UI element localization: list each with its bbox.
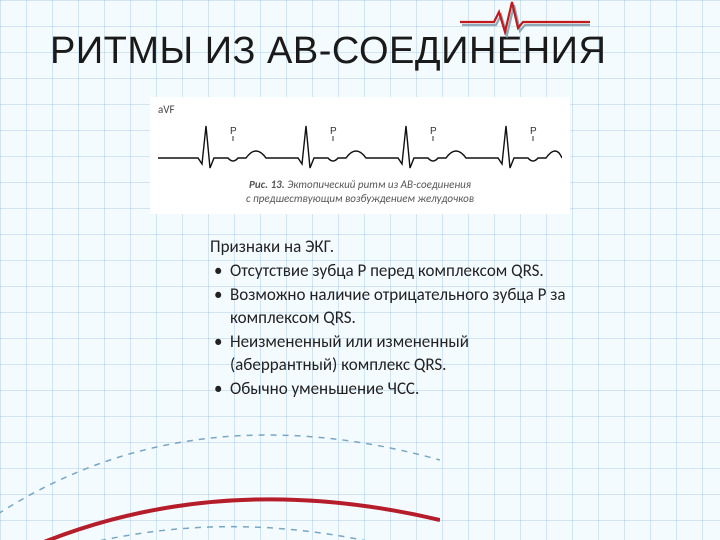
ecg-p-label: P [330,126,337,137]
ecg-p-label: P [530,126,537,137]
body-heading: Признаки на ЭКГ. [210,236,570,258]
slide-content: РИТМЫ ИЗ АВ-СОЕДИНЕНИЯ aVF P P P P Рис. … [0,0,720,540]
ecg-p-label: P [230,126,237,137]
ecg-caption-l2: с предшествующим возбуждением желудочков [246,192,474,205]
list-item: Возможно наличие отрицательного зубца P … [210,284,570,329]
ecg-figure: aVF P P P P Рис. 13. Эктопический ритм и… [150,97,570,214]
list-item: Отсутствие зубца P перед комплексом QRS. [210,260,570,282]
ecg-waveform [158,126,562,168]
slide-title: РИТМЫ ИЗ АВ-СОЕДИНЕНИЯ [50,30,670,73]
list-item: Неизмененный или измененный (аберрантный… [210,331,570,376]
ecg-caption-bold: Рис. 13. [249,178,285,191]
ecg-trace: P P P P [158,118,562,174]
bullet-list: Отсутствие зубца P перед комплексом QRS.… [210,260,570,401]
ecg-p-label: P [430,126,437,137]
ecg-caption: Рис. 13. Эктопический ритм из АВ-соедине… [158,178,562,206]
body-text: Признаки на ЭКГ. Отсутствие зубца P пере… [210,236,570,401]
ecg-caption-l1: Эктопический ритм из АВ-соединения [287,178,471,191]
list-item: Обычно уменьшение ЧСС. [210,378,570,400]
ecg-lead-label: aVF [158,103,562,116]
ecg-p-ticks [233,136,533,141]
